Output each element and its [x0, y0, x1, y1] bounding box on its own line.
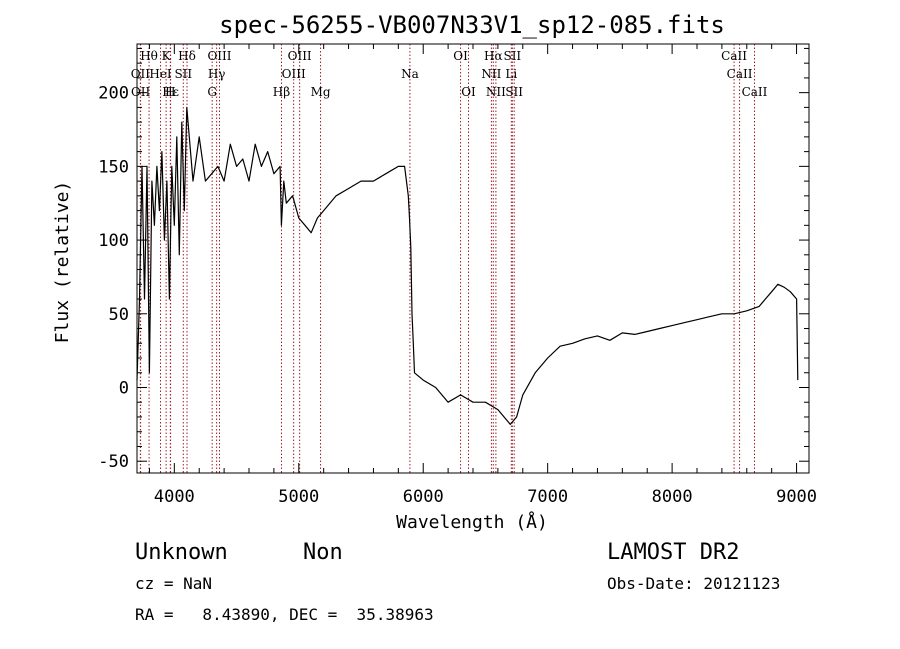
x-tick-label-1: 5000: [278, 487, 319, 507]
marker-label-16: Li: [505, 67, 517, 81]
x-tick-label-4: 8000: [652, 487, 693, 507]
redshift-label: cz = NaN: [135, 574, 212, 593]
marker-label-14: Na: [401, 67, 419, 81]
marker-label-11: SII: [174, 67, 192, 81]
y-tick-label-0: -50: [98, 452, 129, 472]
y-tick-label-2: 50: [109, 305, 129, 325]
spectrum-line: [136, 106, 799, 425]
marker-label-25: NII: [486, 85, 506, 99]
marker-label-2: Hδ: [178, 49, 196, 63]
marker-label-15: NII: [481, 67, 501, 81]
marker-label-4: OIII: [288, 49, 312, 63]
y-axis-label: Flux (relative): [52, 181, 73, 344]
x-axis-label: Wavelength (Å): [396, 511, 548, 533]
x-tick-label-0: 4000: [154, 487, 195, 507]
y-axis-ticks: -50 0 50 100 150 200: [98, 47, 809, 472]
marker-label-27: CaII: [742, 85, 768, 99]
marker-label-26: SII: [505, 85, 523, 99]
subclass-label: Non: [303, 540, 343, 565]
marker-label-12: Hγ: [208, 67, 226, 81]
marker-label-20: H: [165, 85, 175, 99]
marker-label-23: Mg: [311, 85, 331, 99]
plot-frame: [136, 43, 810, 474]
marker-label-3: OIII: [207, 49, 231, 63]
marker-label-21: G: [207, 85, 217, 99]
y-tick-label-5: 200: [98, 84, 129, 104]
marker-label-19: Hε: [162, 85, 179, 99]
survey-label: LAMOST DR2: [607, 540, 739, 565]
x-axis-ticks: 4000 5000 6000 7000 8000 9000: [148, 44, 817, 507]
marker-label-22: Hβ: [273, 85, 290, 99]
marker-label-6: Hα: [484, 49, 503, 63]
marker-label-7: SII: [503, 49, 521, 63]
x-tick-label-3: 7000: [527, 487, 568, 507]
coordinates-label: RA = 8.43890, DEC = 35.38963: [135, 605, 434, 624]
marker-label-1: K: [162, 49, 172, 63]
marker-label-24: OI: [461, 85, 476, 99]
y-tick-label-1: 0: [119, 378, 129, 398]
emission-line-markers: [139, 44, 755, 473]
marker-label-5: OI: [453, 49, 468, 63]
obs-date-label: Obs-Date: 20121123: [607, 574, 780, 593]
marker-label-13: OIII: [282, 67, 306, 81]
marker-label-17: CaII: [727, 67, 753, 81]
y-tick-label-4: 150: [98, 157, 129, 177]
class-label: Unknown: [135, 540, 228, 565]
x-tick-label-2: 6000: [403, 487, 444, 507]
x-tick-label-5: 9000: [776, 487, 817, 507]
marker-label-0: Hθ: [140, 49, 158, 63]
y-tick-label-3: 100: [98, 231, 129, 251]
marker-label-10: HeI: [149, 67, 172, 81]
chart-title: spec-56255-VB007N33V1_sp12-085.fits: [219, 11, 725, 39]
marker-label-18: OII: [131, 85, 151, 99]
marker-label-9: OII: [131, 67, 151, 81]
marker-label-8: CaII: [721, 49, 747, 63]
